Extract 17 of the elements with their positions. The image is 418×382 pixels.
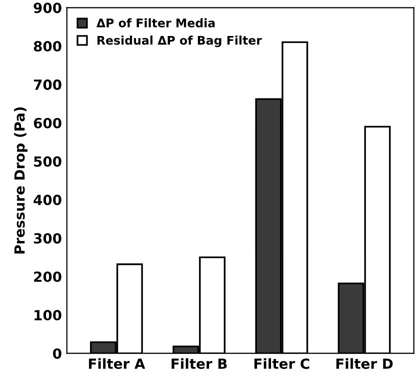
y-tick-label: 500 bbox=[34, 156, 62, 167]
x-tick-label: Filter D bbox=[336, 358, 393, 369]
legend-label: Residual ΔP of Bag Filter bbox=[97, 36, 262, 48]
legend-label: ΔP of Filter Media bbox=[96, 18, 215, 28]
y-tick-label: 800 bbox=[34, 41, 62, 52]
x-tick-label: Filter B bbox=[172, 358, 227, 369]
y-tick-label: 900 bbox=[34, 2, 62, 14]
y-tick-label: 600 bbox=[34, 118, 62, 128]
y-tick-label: 400 bbox=[34, 194, 62, 206]
y-tick-label: 700 bbox=[34, 79, 62, 90]
y-tick-label: 100 bbox=[34, 310, 62, 320]
x-tick-label: Filter A bbox=[88, 358, 146, 369]
y-tick-label: 300 bbox=[34, 233, 62, 244]
x-tick-label: Filter C bbox=[254, 358, 310, 369]
y-axis-title: Pressure Drop (Pa) bbox=[14, 107, 28, 254]
y-tick-label: 0 bbox=[53, 348, 62, 359]
y-tick-label: 200 bbox=[34, 271, 62, 282]
